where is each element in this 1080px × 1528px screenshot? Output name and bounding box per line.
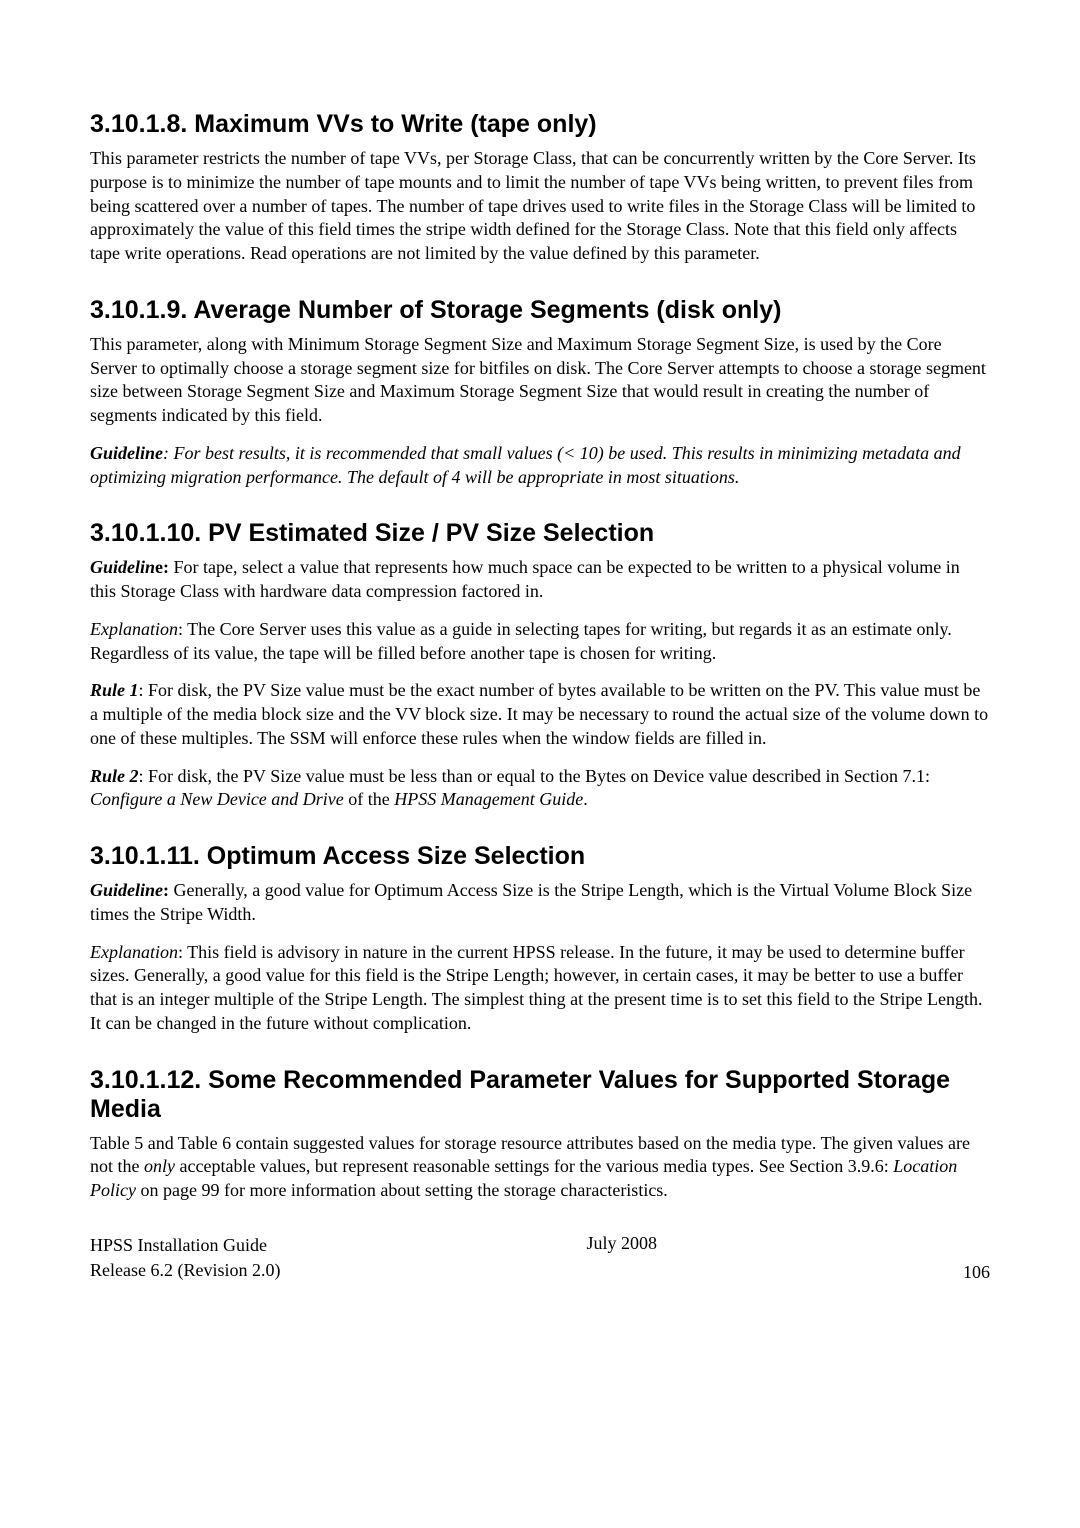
body-paragraph: Explanation: This field is advisory in n… [90,941,990,1036]
body-text: of the [344,789,394,809]
body-text: : For disk, the PV Size value must be th… [90,680,988,748]
heading-3-10-1-12: 3.10.1.12. Some Recommended Parameter Va… [90,1066,990,1124]
label-rule-2: Rule 2 [90,766,139,786]
body-text: : For disk, the PV Size value must be le… [139,766,931,786]
body-text: Generally, a good value for Optimum Acce… [90,880,972,924]
body-paragraph: Rule 1: For disk, the PV Size value must… [90,679,990,750]
ref-title: Configure a New Device and Drive [90,789,344,809]
label-rule-1: Rule 1 [90,680,139,700]
label-explanation: Explanation [90,942,178,962]
footer-date: July 2008 [586,1233,657,1283]
body-paragraph: This parameter restricts the number of t… [90,147,990,266]
body-text: : This field is advisory in nature in th… [90,942,983,1033]
body-paragraph: Explanation: The Core Server uses this v… [90,618,990,666]
emphasis-only: only [144,1156,175,1176]
body-text: For tape, select a value that represents… [90,557,960,601]
label-guideline: Guideline [90,880,163,900]
body-text: e: [155,557,169,577]
body-paragraph: Rule 2: For disk, the PV Size value must… [90,765,990,813]
page-footer: HPSS Installation Guide Release 6.2 (Rev… [90,1233,990,1283]
body-text: . [583,789,588,809]
heading-3-10-1-10: 3.10.1.10. PV Estimated Size / PV Size S… [90,519,990,548]
ref-title: HPSS Management Guide [394,789,583,809]
body-text: acceptable values, but represent reasona… [175,1156,893,1176]
body-text: : For best results, it is recommended th… [90,443,961,487]
body-paragraph: This parameter, along with Minimum Stora… [90,333,990,428]
body-text: on page 99 for more information about se… [136,1180,668,1200]
body-paragraph: Table 5 and Table 6 contain suggested va… [90,1132,990,1203]
footer-page-number: 106 [963,1262,990,1283]
footer-left: HPSS Installation Guide Release 6.2 (Rev… [90,1233,280,1283]
body-text: : The Core Server uses this value as a g… [90,619,952,663]
body-paragraph: Guideline: For tape, select a value that… [90,556,990,604]
document-page: 3.10.1.8. Maximum VVs to Write (tape onl… [0,0,1080,1343]
label-guideline: Guidelin [90,557,155,577]
heading-3-10-1-11: 3.10.1.11. Optimum Access Size Selection [90,842,990,871]
heading-3-10-1-8: 3.10.1.8. Maximum VVs to Write (tape onl… [90,110,990,139]
body-paragraph: Guideline: Generally, a good value for O… [90,879,990,927]
body-paragraph: Guideline: For best results, it is recom… [90,442,990,490]
footer-doc-title: HPSS Installation Guide [90,1235,267,1255]
heading-3-10-1-9: 3.10.1.9. Average Number of Storage Segm… [90,296,990,325]
footer-release: Release 6.2 (Revision 2.0) [90,1260,280,1280]
label-explanation: Explanation [90,619,178,639]
label-guideline: Guideline [90,443,163,463]
